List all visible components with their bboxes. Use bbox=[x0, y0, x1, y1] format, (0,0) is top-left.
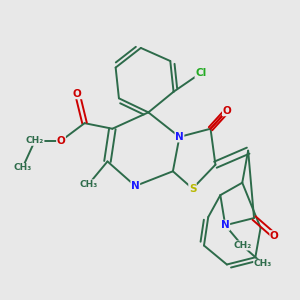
Text: N: N bbox=[221, 220, 230, 230]
Text: CH₂: CH₂ bbox=[233, 241, 251, 250]
Text: O: O bbox=[57, 136, 65, 146]
Text: O: O bbox=[73, 89, 82, 99]
Text: N: N bbox=[175, 132, 184, 142]
Text: O: O bbox=[270, 231, 279, 241]
Text: CH₃: CH₃ bbox=[80, 180, 98, 189]
Text: CH₂: CH₂ bbox=[26, 136, 44, 145]
Text: O: O bbox=[223, 106, 231, 116]
Text: S: S bbox=[189, 184, 196, 194]
Text: Cl: Cl bbox=[195, 68, 206, 78]
Text: N: N bbox=[131, 181, 140, 191]
Text: CH₃: CH₃ bbox=[254, 260, 272, 268]
Text: CH₃: CH₃ bbox=[13, 164, 32, 172]
